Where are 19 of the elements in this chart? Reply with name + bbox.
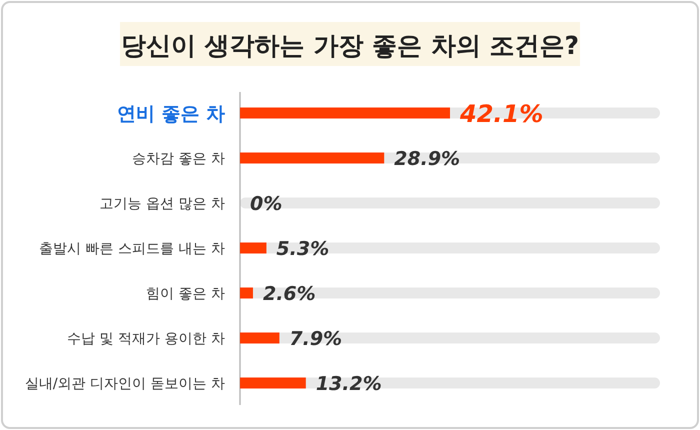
data-label: 13.2%	[316, 373, 382, 395]
data-label: 0%	[250, 193, 282, 215]
y-tick-label: 힘이 좋은 차	[146, 286, 225, 302]
data-label: 28.9%	[394, 148, 460, 170]
bar	[240, 332, 280, 344]
y-tick-label: 승차감 좋은 차	[132, 151, 225, 167]
y-tick-label: 수납 및 적재가 용이한 차	[67, 331, 225, 347]
y-tick-label: 고기능 옵션 많은 차	[100, 196, 225, 212]
chart-title: 당신이 생각하는 가장 좋은 차의 조건은?	[120, 31, 580, 60]
y-tick-label: 실내/외관 디자인이 돋보이는 차	[24, 376, 225, 392]
bar	[240, 242, 266, 254]
y-tick-label: 연비 좋은 차	[116, 103, 225, 125]
y-tick-label: 출발시 빠른 스피드를 내는 차	[39, 241, 225, 257]
data-label: 42.1%	[459, 100, 544, 128]
bar	[240, 378, 306, 388]
data-label: 7.9%	[289, 328, 342, 350]
data-label: 5.3%	[276, 238, 330, 260]
bar	[240, 288, 253, 298]
data-label: 2.6%	[262, 283, 316, 305]
